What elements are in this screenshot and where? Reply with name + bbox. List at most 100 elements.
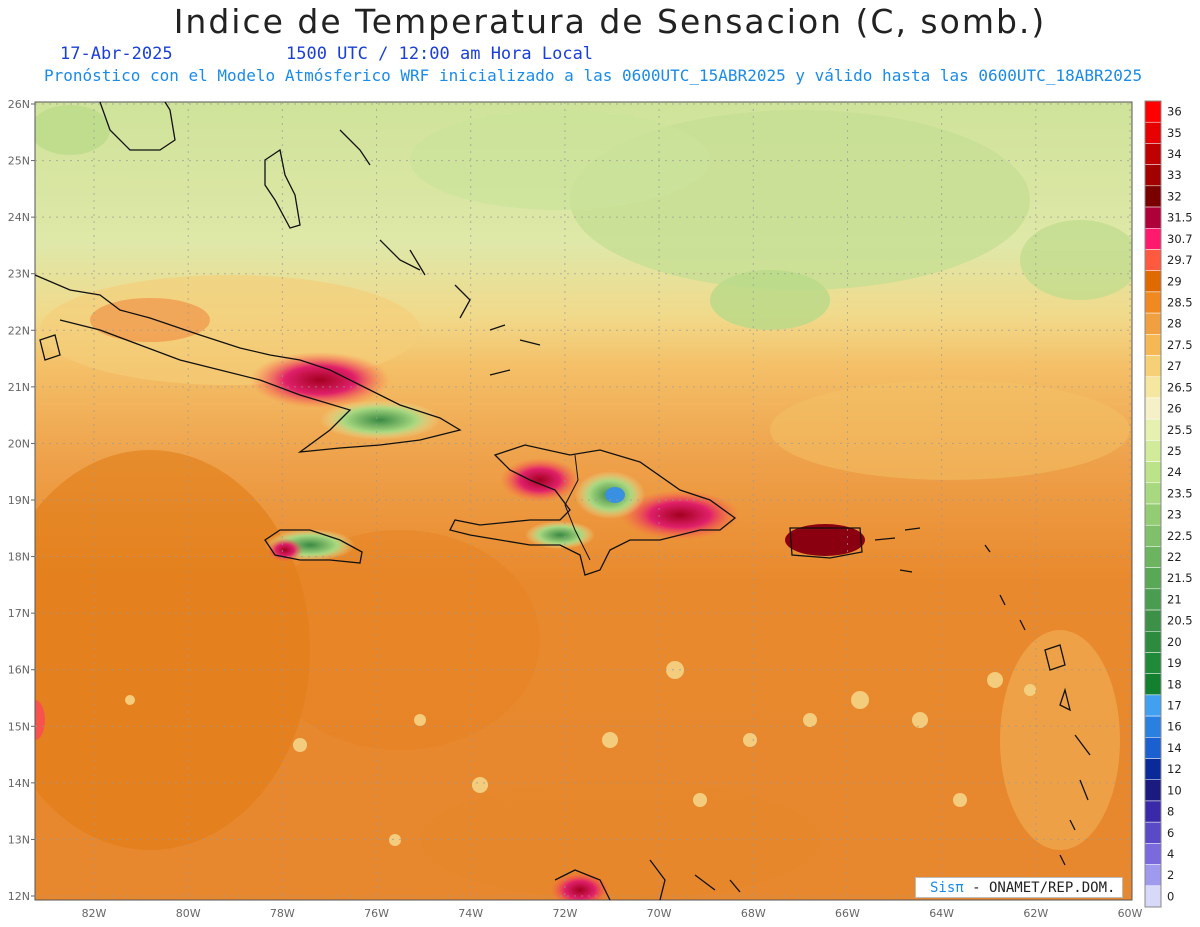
bahamas-islands [339, 129, 541, 376]
legend-label: 36 [1167, 105, 1182, 119]
lat-label: 24N [8, 211, 30, 224]
credit-text: - ONAMET/REP.DOM. [963, 880, 1116, 896]
lon-label: 64W [929, 907, 954, 920]
sispi-logo-text: Sisπ [930, 880, 964, 896]
legend-swatch [1144, 291, 1162, 314]
map-frame [34, 101, 1133, 901]
legend-label: 30.7 [1167, 232, 1193, 246]
graticule [35, 102, 1132, 900]
legend-label: 14 [1167, 741, 1182, 755]
legend-swatch [1144, 376, 1162, 399]
legend-label: 20 [1167, 635, 1182, 649]
legend-label: 22.5 [1167, 529, 1193, 543]
lat-label: 19N [8, 494, 30, 507]
legend-swatch [1144, 864, 1162, 887]
puerto-rico-coast [789, 527, 863, 559]
lon-label: 70W [647, 907, 672, 920]
legend-swatch [1144, 121, 1162, 144]
legend-frame [1144, 100, 1162, 908]
legend-swatch [1144, 249, 1162, 271]
legend-swatch [1144, 588, 1162, 611]
legend-label: 25.5 [1167, 423, 1193, 437]
legend-swatch [1144, 461, 1162, 484]
legend-swatch [1144, 715, 1162, 738]
legend-label: 24 [1167, 465, 1182, 479]
lat-label: 16N [8, 664, 30, 677]
legend-swatch [1144, 440, 1162, 462]
map-title: Indice de Temperatura de Sensacion (C, s… [173, 2, 1047, 41]
bahamas-andros [264, 148, 301, 229]
legend-label: 34 [1167, 147, 1182, 161]
legend-swatch [1144, 482, 1162, 505]
legend-label: 8 [1167, 805, 1174, 819]
lat-label: 13N [8, 833, 30, 846]
legend-label: 25 [1167, 444, 1182, 458]
legend-swatch [1144, 843, 1162, 865]
florida-coast [99, 101, 176, 151]
legend-swatch [1144, 567, 1162, 590]
color-scale-legend: 363534333231.530.729.72928.52827.52726.5… [1144, 100, 1193, 908]
legend-swatch [1144, 143, 1162, 165]
legend-label: 21 [1167, 592, 1182, 606]
lon-label: 62W [1023, 907, 1048, 920]
legend-label: 26 [1167, 402, 1182, 416]
legend-label: 16 [1167, 720, 1182, 734]
legend-label: 26.5 [1167, 380, 1193, 394]
legend-label: 12 [1167, 762, 1182, 776]
haiti-dr-border [564, 454, 591, 561]
legend-label: 6 [1167, 826, 1174, 840]
legend-swatch [1144, 206, 1162, 229]
legend-label: 23 [1167, 508, 1182, 522]
hispaniola-coast [449, 444, 737, 576]
legend-swatch [1144, 524, 1162, 547]
longitude-labels: 82W 80W 78W 76W 74W 72W 70W 68W 66W 64W 62W 60W [82, 907, 1143, 920]
jamaica-coast [264, 529, 363, 564]
legend-swatch [1144, 652, 1162, 674]
legend-swatch [1144, 737, 1162, 759]
legend-label: 2 [1167, 868, 1174, 882]
legend-swatch [1144, 758, 1162, 780]
legend-label: 31.5 [1167, 211, 1193, 225]
lat-label: 21N [8, 381, 30, 394]
lon-label: 68W [741, 907, 766, 920]
legend-swatch [1144, 418, 1162, 441]
legend-label: 29.7 [1167, 253, 1193, 267]
legend-label: 20.5 [1167, 614, 1193, 628]
legend-label: 32 [1167, 189, 1182, 203]
lesser-antilles [984, 544, 1091, 866]
lat-label: 15N [8, 720, 30, 733]
lat-label: 26N [8, 98, 30, 111]
lat-label: 17N [8, 607, 30, 620]
legend-swatch [1144, 100, 1162, 123]
lon-label: 72W [552, 907, 577, 920]
isle-of-youth [39, 334, 61, 361]
lon-label: 66W [835, 907, 860, 920]
legend-label: 35 [1167, 126, 1182, 140]
legend-swatch [1144, 355, 1162, 377]
legend-label: 18 [1167, 677, 1182, 691]
lat-label: 22N [8, 324, 30, 337]
legend-swatch [1144, 694, 1162, 717]
legend-label: 23.5 [1167, 486, 1193, 500]
legend-swatch [1144, 821, 1162, 844]
venezuela-coast [554, 859, 741, 901]
legend-label: 27 [1167, 359, 1182, 373]
legend-label: 27.5 [1167, 338, 1193, 352]
lon-label: 82W [82, 907, 107, 920]
legend-label: 0 [1167, 889, 1174, 903]
legend-label: 19 [1167, 656, 1182, 670]
legend-swatch [1144, 503, 1162, 526]
legend-swatch [1144, 228, 1162, 250]
lon-label: 80W [176, 907, 201, 920]
legend-swatch [1144, 270, 1162, 293]
legend-swatch [1144, 397, 1162, 420]
latitude-labels: 26N 25N 24N 23N 22N 21N 20N 19N 18N 17N 16N 15N 14N 1… [8, 98, 35, 903]
legend-swatch [1144, 164, 1162, 187]
convective-spots [125, 661, 1036, 846]
model-run-subtitle: Pronóstico con el Modelo Atmósferico WRF… [44, 66, 1143, 85]
lat-label: 25N [8, 155, 30, 168]
lon-label: 78W [270, 907, 295, 920]
forecast-time: 1500 UTC / 12:00 am Hora Local [286, 44, 594, 64]
legend-swatch [1144, 546, 1162, 568]
legend-label: 4 [1167, 847, 1174, 861]
